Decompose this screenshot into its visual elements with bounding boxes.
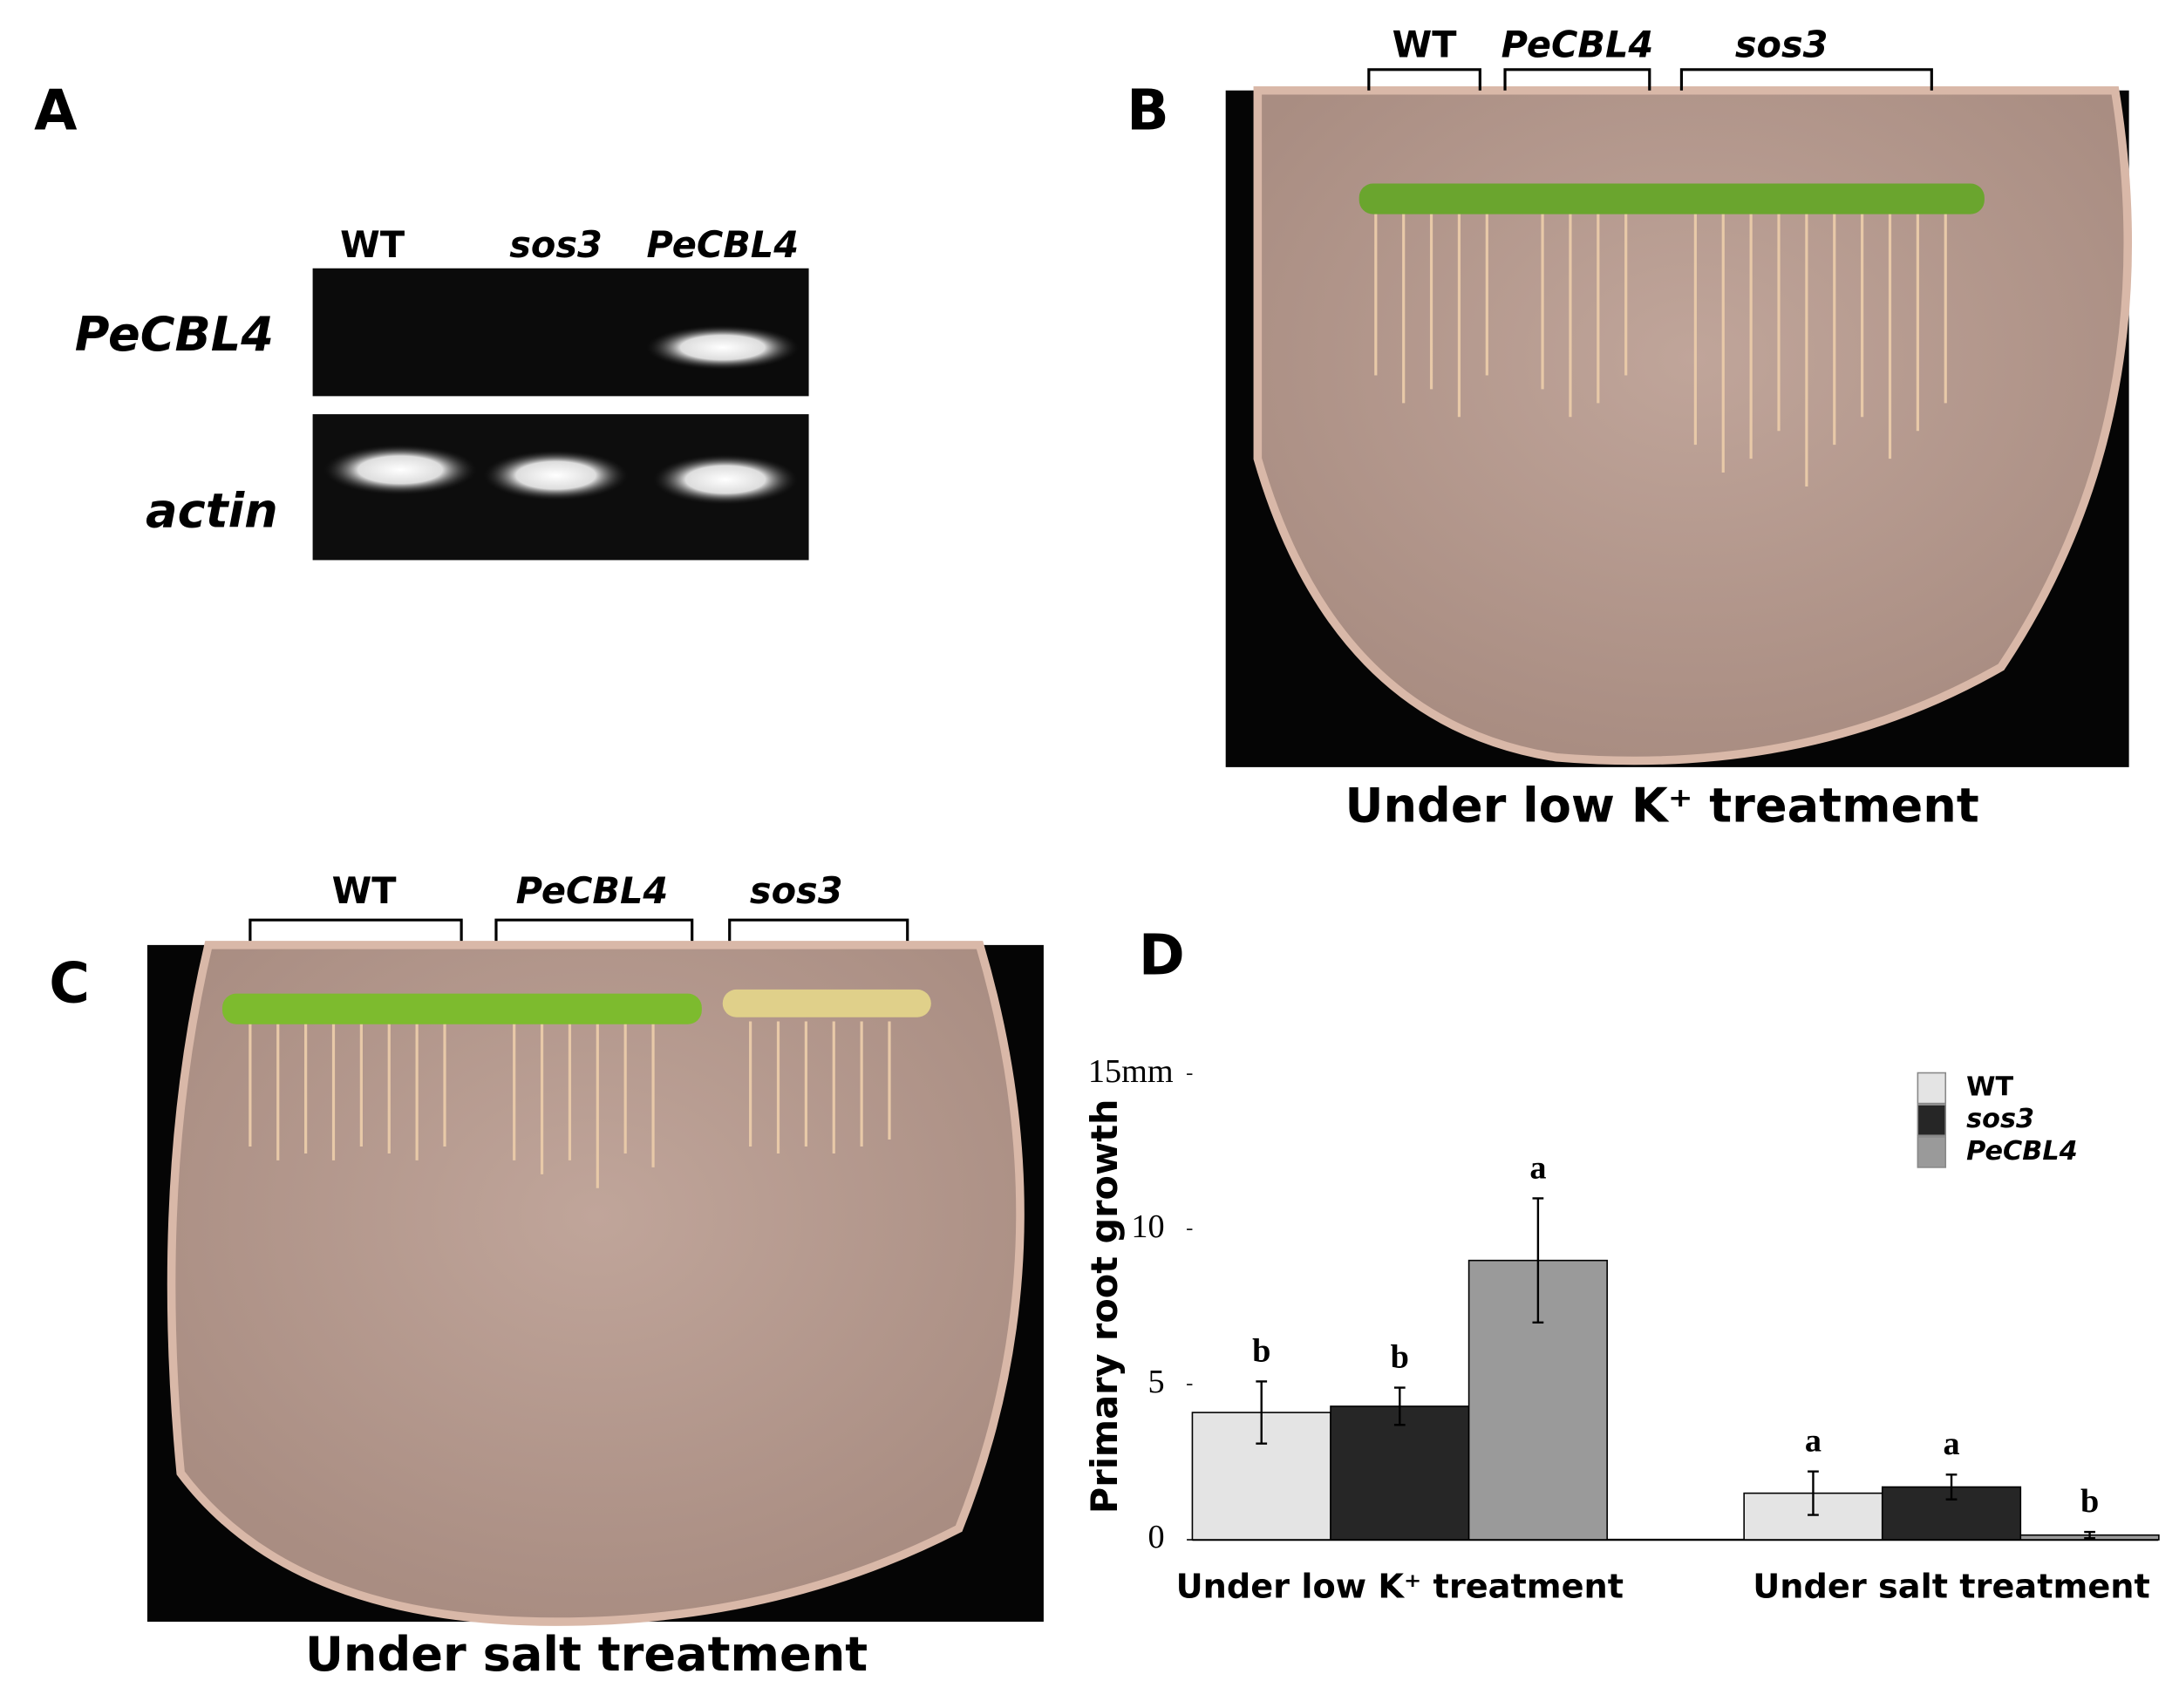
error-bar	[2084, 1530, 2095, 1540]
error-bar	[1808, 1470, 1819, 1516]
group-label: WT	[1393, 24, 1458, 65]
group-label: PeCBL4	[516, 870, 669, 912]
panel-label: A	[34, 78, 78, 143]
petri-plate	[167, 941, 1025, 1626]
significance-letter: b	[2080, 1483, 2099, 1520]
gel-band	[483, 450, 629, 500]
group-label: PeCBL4	[1501, 24, 1654, 65]
y-axis-title: Primary root growth	[1084, 1099, 1126, 1514]
error-bar	[1393, 1386, 1406, 1426]
bar	[1330, 1405, 1470, 1541]
seedling-roots	[1374, 208, 1947, 487]
error-bar	[1532, 1197, 1544, 1324]
group-label: sos3	[750, 870, 843, 912]
seedlings	[1358, 183, 1985, 214]
gene-label: PeCBL4	[75, 307, 274, 362]
legend-swatch	[1917, 1104, 1947, 1137]
caption: Under salt treatment	[305, 1627, 868, 1682]
significance-letter: a	[1529, 1149, 1546, 1186]
error-bar	[1256, 1380, 1268, 1445]
seedling-roots	[249, 1021, 891, 1188]
lane-label: PeCBL4	[646, 224, 799, 266]
x-tick-label: Under low K⁺ treatment	[1176, 1567, 1624, 1606]
panel-label: B	[1127, 78, 1169, 143]
legend-label: sos3	[1966, 1104, 2034, 1134]
group-bracket	[1367, 68, 1933, 91]
significance-letter: a	[1943, 1426, 1959, 1462]
x-tick-label: Under salt treatment	[1753, 1567, 2150, 1606]
y-tick-label: 10	[1131, 1208, 1164, 1245]
seedlings	[222, 993, 702, 1024]
gel-band	[653, 454, 798, 505]
y-tick-label: 5	[1147, 1364, 1164, 1400]
legend-label: PeCBL4	[1966, 1136, 2078, 1167]
panel-label: C	[49, 951, 90, 1016]
significance-letter: b	[1391, 1339, 1409, 1376]
significance-letter: a	[1805, 1423, 1822, 1460]
group-label: WT	[332, 870, 398, 912]
petri-plate	[1253, 85, 2132, 766]
legend-swatch	[1917, 1136, 1947, 1168]
y-tick-label: 15mm	[1088, 1053, 1174, 1090]
gel-band	[646, 325, 800, 371]
group-label: sos3	[1735, 24, 1828, 65]
lane-label: sos3	[509, 224, 603, 266]
significance-letter: b	[1252, 1332, 1270, 1369]
seedlings	[722, 989, 931, 1017]
lane-label: WT	[340, 224, 405, 266]
caption: Under low K⁺ treatment	[1345, 778, 1979, 833]
gene-label: actin	[146, 483, 278, 538]
legend-label: WT	[1966, 1072, 2013, 1103]
y-tick-label: 0	[1147, 1519, 1164, 1555]
panel-label: D	[1139, 923, 1185, 988]
error-bar	[1945, 1473, 1958, 1500]
gel-band	[323, 445, 477, 495]
group-bracket	[249, 918, 909, 942]
legend-swatch	[1917, 1072, 1947, 1105]
